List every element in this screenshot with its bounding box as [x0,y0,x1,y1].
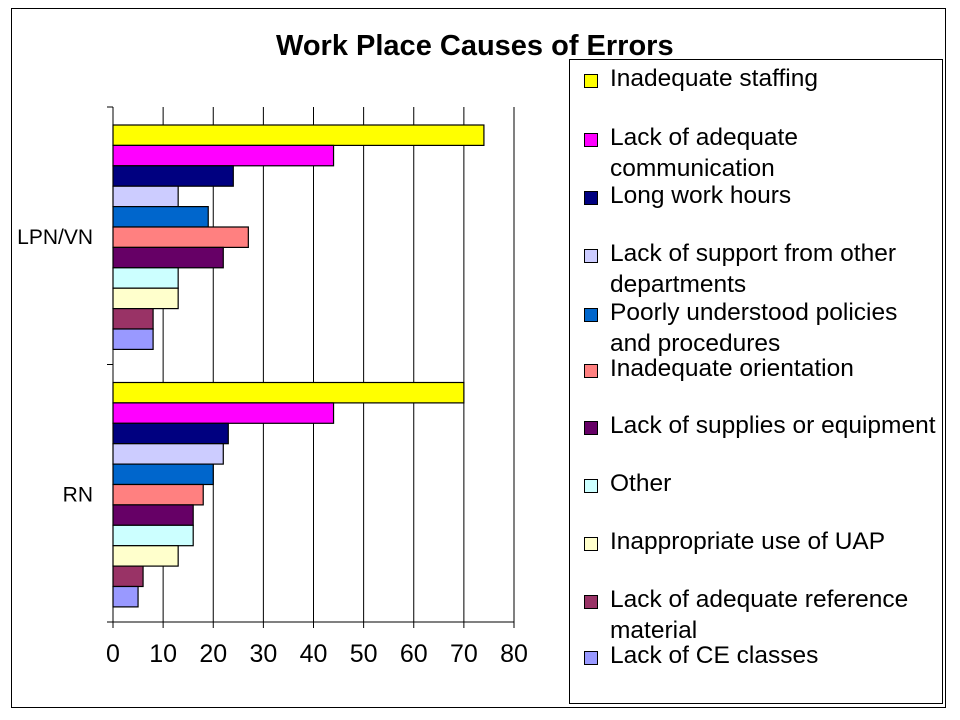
legend-label: Lack of adequate communication [610,124,798,182]
legend-label: Long work hours [610,182,792,209]
legend-label: Other [610,470,672,497]
legend-label: Lack of adequate reference material [610,586,909,644]
x-tick-label: 50 [350,640,378,668]
legend-swatch [584,537,598,551]
chart-legend: Inadequate staffing Lack of adequate comm… [569,59,943,704]
legend-label: Inadequate staffing [610,65,818,92]
bar [112,381,465,404]
legend-label: Lack of support from other departments [610,240,896,298]
bar [112,483,204,506]
bar [112,545,179,567]
x-tick-label: 30 [249,640,277,668]
legend-swatch [584,595,598,609]
chart-title: Work Place Causes of Errors [276,30,674,62]
legend-swatch [584,74,598,88]
bar [112,308,154,330]
bar [112,422,229,445]
legend-swatch [584,421,598,435]
bar [112,165,234,187]
bar [112,185,179,208]
legend-swatch [584,308,598,322]
legend-swatch [584,651,598,665]
x-tick-label: 40 [300,640,328,668]
bar [112,402,335,424]
x-tick-label: 80 [500,640,528,668]
legend-label: Lack of supplies or equipment [610,412,936,439]
x-tick-label: 60 [400,640,428,668]
bar [112,443,224,465]
bar [112,226,249,248]
x-tick-label: 10 [149,640,177,668]
category-label: RN [63,483,93,506]
legend-swatch [584,133,598,147]
x-tick-label: 0 [106,640,120,668]
bar [112,246,224,269]
bar [112,504,194,526]
bar [112,267,179,289]
bar [112,565,144,588]
bar [112,463,214,486]
legend-label: Poorly understood policies and procedure… [610,299,898,357]
legend-swatch [584,191,598,205]
bar [112,328,154,350]
bar [112,585,139,608]
bar [112,206,209,228]
legend-label: Lack of CE classes [610,642,819,669]
x-tick-label: 20 [199,640,227,668]
legend-swatch [584,479,598,493]
legend-label: Inappropriate use of UAP [610,528,886,555]
bar [112,144,335,167]
category-label: LPN/VN [17,226,93,249]
bar [112,524,194,547]
x-tick-label: 70 [450,640,478,668]
legend-label: Inadequate orientation [610,355,854,382]
legend-swatch [584,249,598,263]
legend-swatch [584,364,598,378]
bar [112,287,179,310]
bar [112,124,485,146]
